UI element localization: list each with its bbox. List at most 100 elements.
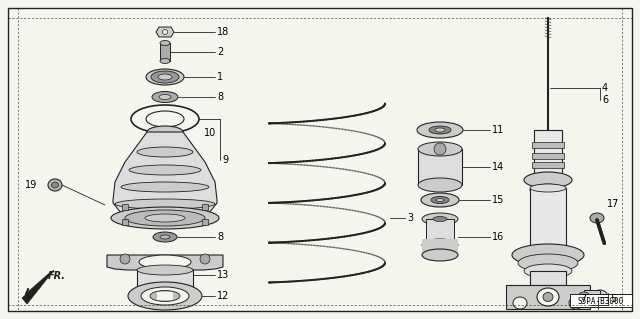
Ellipse shape <box>578 292 590 302</box>
Ellipse shape <box>160 58 170 63</box>
Ellipse shape <box>431 197 449 204</box>
Bar <box>534 130 562 180</box>
Ellipse shape <box>147 126 183 138</box>
Ellipse shape <box>418 142 462 156</box>
Text: 8: 8 <box>217 92 223 102</box>
Text: 2: 2 <box>217 47 223 57</box>
Bar <box>532 153 564 159</box>
Ellipse shape <box>513 297 527 309</box>
Ellipse shape <box>592 290 608 304</box>
Bar <box>584 290 600 304</box>
Polygon shape <box>107 255 223 270</box>
Ellipse shape <box>421 193 459 207</box>
Ellipse shape <box>530 184 566 196</box>
Circle shape <box>120 254 130 264</box>
Ellipse shape <box>435 128 445 132</box>
Circle shape <box>200 254 210 264</box>
Text: FR.: FR. <box>48 271 66 281</box>
Ellipse shape <box>418 178 462 192</box>
Bar <box>422 239 458 255</box>
Ellipse shape <box>524 172 572 188</box>
Ellipse shape <box>530 184 566 192</box>
Text: 4: 4 <box>602 83 608 93</box>
Text: 3: 3 <box>407 213 413 223</box>
Bar <box>506 285 590 309</box>
Text: 14: 14 <box>492 162 504 172</box>
Ellipse shape <box>48 179 62 191</box>
Text: 5: 5 <box>610 294 616 304</box>
Ellipse shape <box>429 126 451 134</box>
Ellipse shape <box>512 244 584 266</box>
Text: 12: 12 <box>217 291 229 301</box>
Ellipse shape <box>111 207 219 229</box>
Bar <box>426 219 454 245</box>
Ellipse shape <box>145 214 185 222</box>
Ellipse shape <box>150 291 180 301</box>
Bar <box>532 142 564 148</box>
Text: 6: 6 <box>602 95 608 105</box>
Bar <box>202 219 208 225</box>
Ellipse shape <box>51 182 58 188</box>
Text: S5PA-B3000: S5PA-B3000 <box>578 296 624 306</box>
Ellipse shape <box>146 111 184 127</box>
Bar <box>530 188 566 255</box>
Ellipse shape <box>159 94 171 100</box>
Bar <box>160 43 170 61</box>
Bar <box>532 162 564 168</box>
Bar <box>418 149 462 185</box>
Bar <box>122 219 128 225</box>
Ellipse shape <box>422 213 458 225</box>
Ellipse shape <box>524 264 572 278</box>
Bar <box>530 271 566 285</box>
Ellipse shape <box>433 217 447 221</box>
Text: 1: 1 <box>217 72 223 82</box>
Ellipse shape <box>422 239 458 251</box>
Ellipse shape <box>569 297 583 309</box>
Ellipse shape <box>125 210 205 226</box>
Ellipse shape <box>141 287 189 305</box>
Ellipse shape <box>137 295 193 305</box>
Text: 15: 15 <box>492 195 504 205</box>
Bar <box>570 294 632 307</box>
Polygon shape <box>156 27 174 37</box>
Text: 8: 8 <box>217 232 223 242</box>
Ellipse shape <box>537 288 559 306</box>
Ellipse shape <box>128 282 202 310</box>
Ellipse shape <box>152 92 178 102</box>
Text: 10: 10 <box>204 128 216 138</box>
Ellipse shape <box>131 105 199 133</box>
Bar <box>157 292 173 300</box>
Ellipse shape <box>160 235 170 239</box>
Bar <box>202 204 208 210</box>
Ellipse shape <box>436 198 444 202</box>
Ellipse shape <box>115 199 215 209</box>
Circle shape <box>434 143 446 155</box>
Ellipse shape <box>129 165 201 175</box>
Polygon shape <box>22 270 54 304</box>
Ellipse shape <box>121 182 209 192</box>
Ellipse shape <box>422 249 458 261</box>
Ellipse shape <box>158 74 172 80</box>
Ellipse shape <box>518 254 578 272</box>
Circle shape <box>163 29 168 34</box>
Ellipse shape <box>146 69 184 85</box>
Text: 19: 19 <box>25 180 37 190</box>
Text: 16: 16 <box>492 232 504 242</box>
Text: 9: 9 <box>222 155 228 165</box>
Ellipse shape <box>137 265 193 275</box>
Ellipse shape <box>160 41 170 46</box>
Text: 11: 11 <box>492 125 504 135</box>
Bar <box>137 270 193 300</box>
Ellipse shape <box>590 213 604 223</box>
Text: 17: 17 <box>607 199 620 209</box>
Ellipse shape <box>543 293 553 301</box>
Ellipse shape <box>153 232 177 242</box>
Ellipse shape <box>151 71 179 83</box>
Text: 18: 18 <box>217 27 229 37</box>
Ellipse shape <box>139 255 191 269</box>
Polygon shape <box>113 132 217 218</box>
Bar <box>122 204 128 210</box>
Ellipse shape <box>137 147 193 157</box>
Ellipse shape <box>417 122 463 138</box>
Text: 7: 7 <box>580 294 586 304</box>
